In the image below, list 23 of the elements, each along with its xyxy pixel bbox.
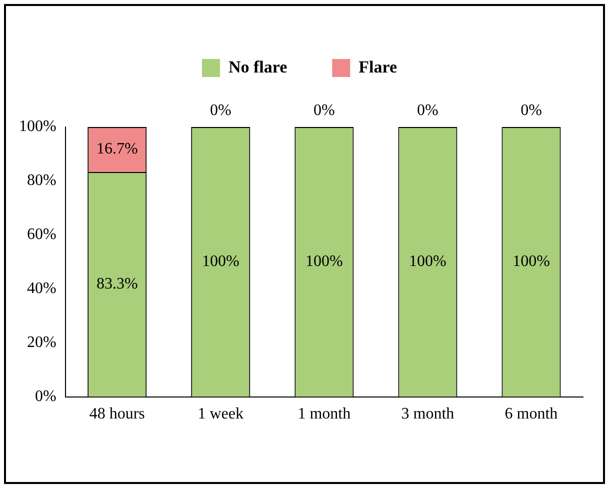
data-label: 16.7% (96, 140, 138, 158)
y-tick-label: 40% (27, 280, 56, 298)
legend-label: No flare (228, 57, 288, 76)
legend-label: Flare (358, 57, 398, 76)
y-tick-label: 20% (27, 334, 56, 352)
x-tick-label: 1 month (298, 406, 351, 423)
data-label: 100% (512, 253, 550, 270)
data-label: 0% (417, 102, 438, 120)
data-label: 100% (202, 253, 240, 270)
y-tick-label: 80% (27, 172, 56, 190)
data-label: 100% (306, 253, 343, 270)
x-tick-label: 48 hours (89, 406, 145, 423)
y-tick-label: 60% (27, 226, 56, 244)
y-tick-label: 100% (19, 118, 56, 136)
data-label: 83.3% (96, 276, 138, 293)
x-tick-label: 1 week (198, 406, 244, 423)
data-label: 0% (210, 102, 232, 120)
data-label: 100% (409, 253, 446, 270)
data-label: 0% (520, 102, 542, 120)
y-tick-label: 0% (35, 388, 56, 406)
data-label: 0% (314, 102, 335, 120)
x-tick-label: 6 month (504, 406, 558, 423)
x-tick-label: 3 month (401, 406, 454, 423)
